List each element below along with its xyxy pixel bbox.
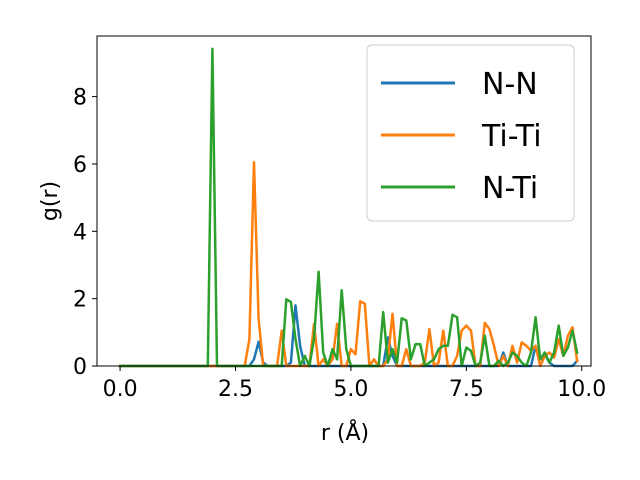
- x-tick-label: 5.0: [333, 377, 368, 402]
- series-line-n-ti: [118, 47, 579, 368]
- y-tick-label: 4: [73, 220, 87, 245]
- x-tick-label: 10.0: [557, 377, 606, 402]
- y-tick-label: 8: [73, 86, 87, 111]
- y-axis-title: g(r): [38, 181, 63, 221]
- y-tick-label: 6: [73, 153, 87, 178]
- x-tick-label: 0.0: [103, 377, 138, 402]
- legend-label-n-n: N-N: [482, 67, 538, 102]
- x-axis-title: r (Å): [321, 419, 369, 446]
- y-tick-label: 0: [73, 355, 87, 380]
- y-tick-label: 2: [73, 288, 87, 313]
- plot-frame: [96, 35, 592, 367]
- legend-box: [366, 44, 575, 222]
- legend-label-n-ti: N-Ti: [482, 171, 538, 206]
- legend: N-N Ti-Ti N-Ti: [366, 44, 575, 222]
- x-tick-label: 2.5: [218, 377, 253, 402]
- x-tick-label: 7.5: [449, 377, 484, 402]
- axes: 0.0 2.5 5.0 7.5 10.0 0 2 4 6 8: [73, 35, 606, 402]
- legend-label-ti-ti: Ti-Ti: [481, 119, 542, 154]
